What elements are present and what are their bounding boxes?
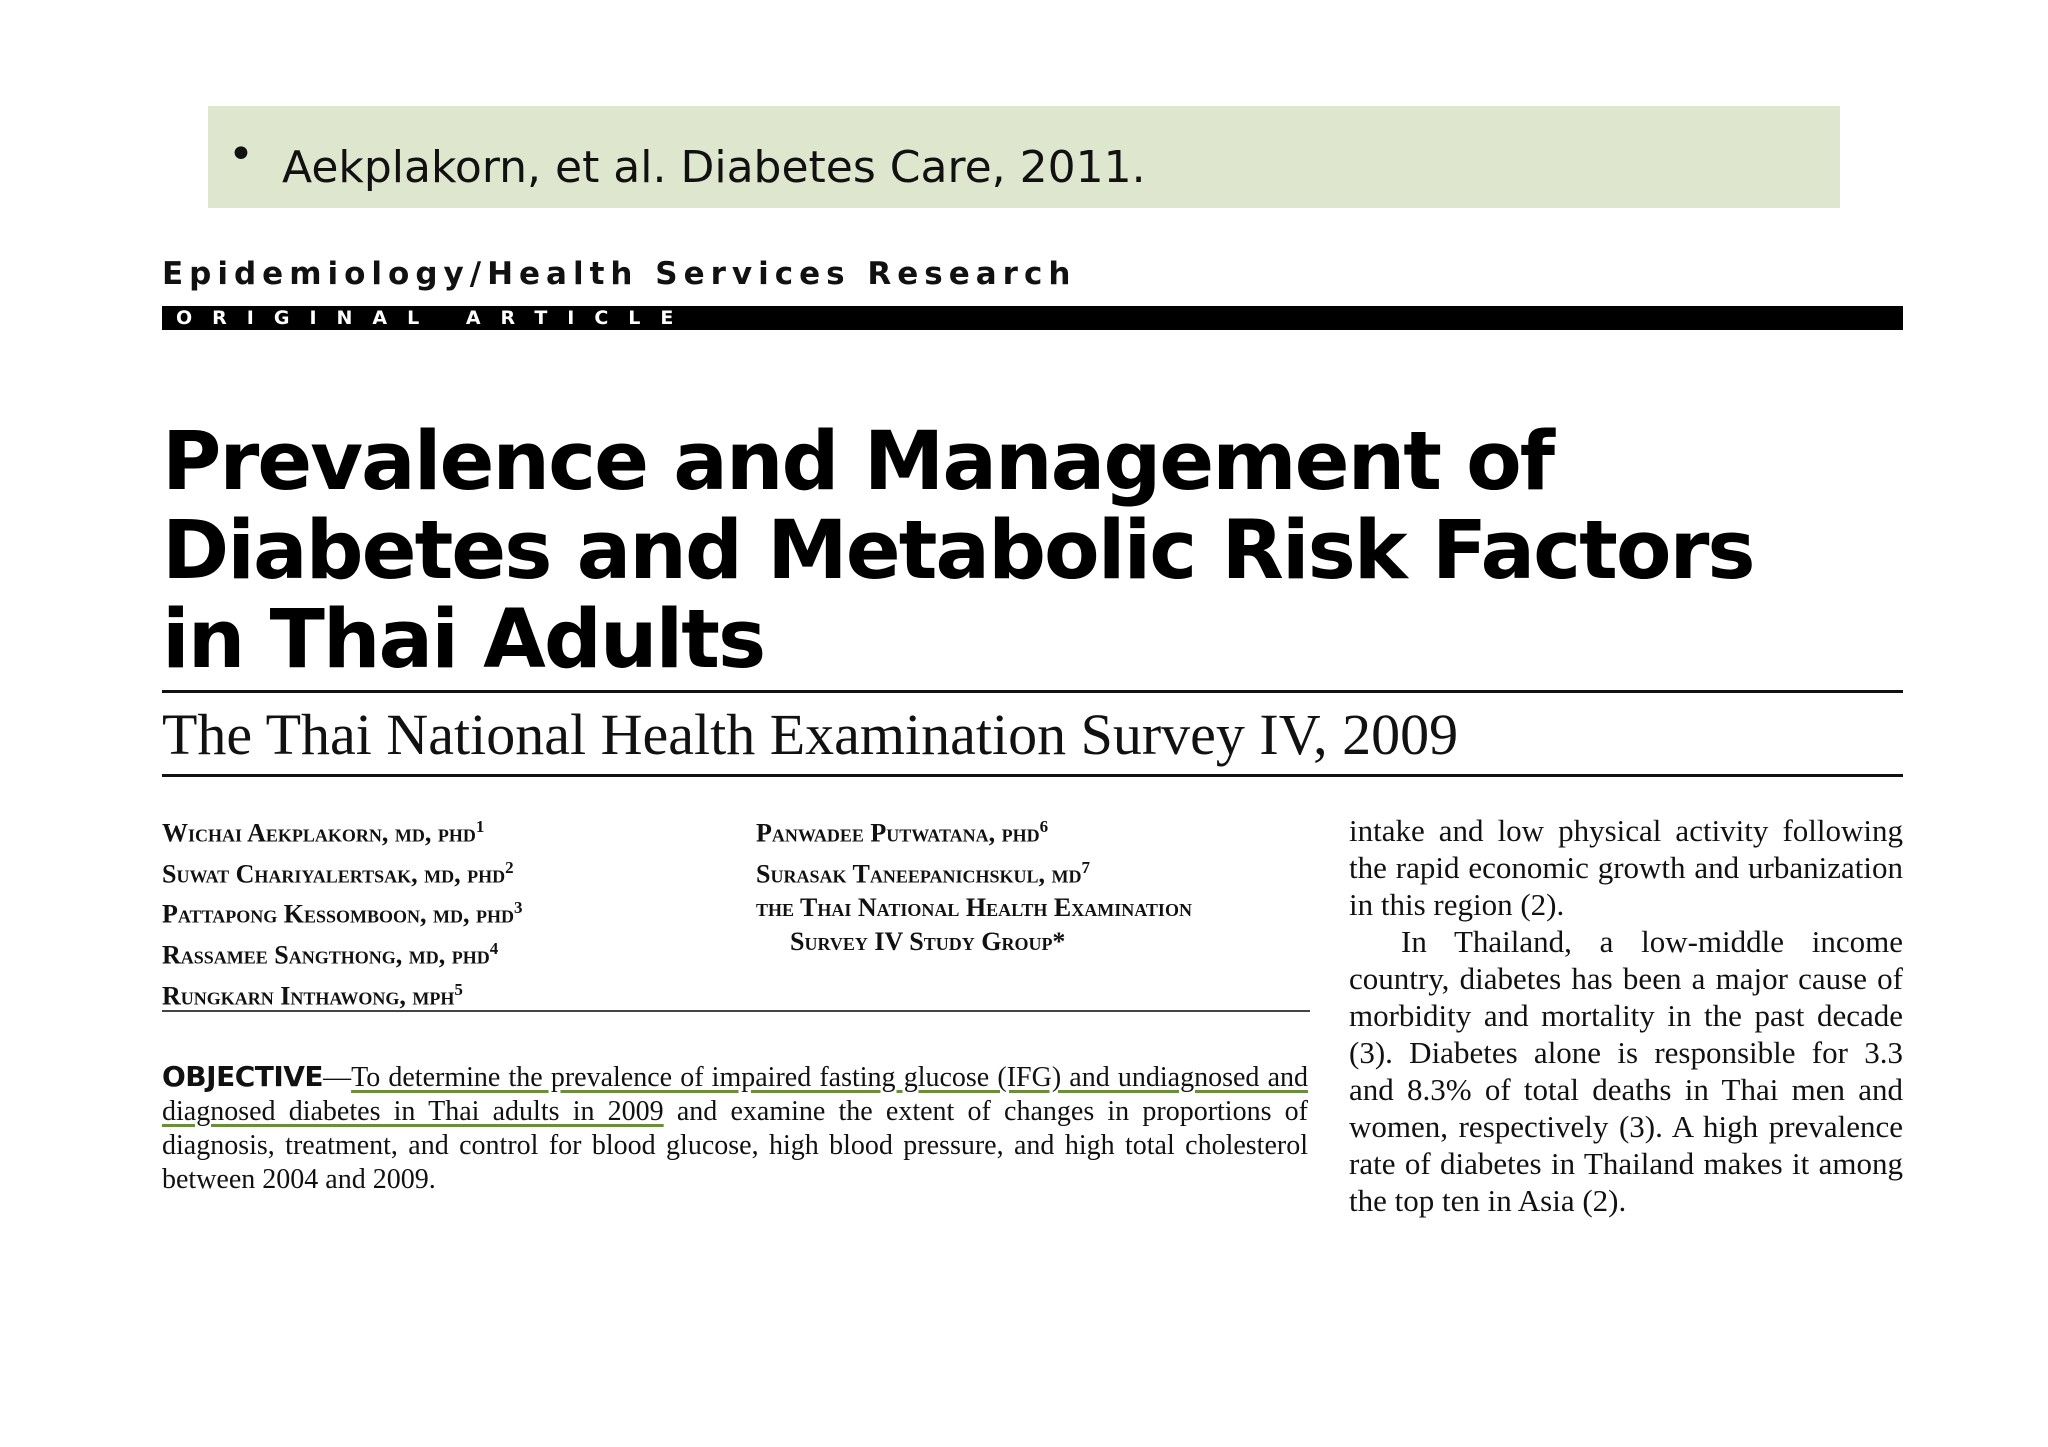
article-type-bar: ORIGINAL ARTICLE: [162, 306, 1903, 330]
author-entry: Survey IV Study Group*: [790, 927, 1066, 957]
authors-right-column: Panwadee Putwatana, phd6 Surasak Taneepa…: [756, 810, 1192, 959]
citation-banner: [208, 106, 1840, 208]
author-entry: Pattapong Kessomboon, md, phd3: [162, 898, 523, 929]
citation-text: Aekplakorn, et al. Diabetes Care, 2011.: [282, 142, 1146, 193]
title-rule-top: [162, 690, 1903, 693]
journal-section-heading: Epidemiology/Health Services Research: [162, 256, 1077, 292]
authors-left-column: Wichai Aekplakorn, md, phd1 Suwat Chariy…: [162, 810, 522, 1013]
objective-dash: —: [323, 1062, 352, 1093]
author-entry: Wichai Aekplakorn, md, phd1: [162, 817, 485, 848]
title-line: Diabetes and Metabolic Risk Factors: [162, 504, 1756, 598]
title-line: Prevalence and Management of: [162, 415, 1555, 509]
article-title: Prevalence and Management of Diabetes an…: [162, 415, 1756, 687]
author-entry: Panwadee Putwatana, phd6: [756, 817, 1049, 848]
objective-label: OBJECTIVE: [162, 1060, 324, 1093]
title-line: in Thai Adults: [162, 593, 766, 687]
article-type-label: ORIGINAL ARTICLE: [176, 307, 694, 329]
title-rule-bottom: [162, 774, 1903, 777]
author-entry: the Thai National Health Examination: [756, 893, 1192, 923]
author-entry: Surasak Taneepanichskul, md7: [756, 857, 1091, 889]
objective-paragraph: OBJECTIVE—To determine the prevalence of…: [162, 1060, 1308, 1197]
body-text-column: intake and low physical activity followi…: [1349, 812, 1903, 1222]
author-entry: Suwat Chariyalertsak, md, phd2: [162, 857, 514, 889]
objective-highlighted-text: To determine the prevalence of impaired …: [162, 1062, 1308, 1127]
body-paragraph: intake and low physical activity followi…: [1349, 813, 1903, 922]
article-subtitle: The Thai National Health Examination Sur…: [162, 702, 1459, 767]
objective-text: and examine the extent of changes in pro…: [162, 1096, 1308, 1195]
author-entry: Rassamee Sangthong, md, phd4: [162, 938, 499, 970]
authors-rule: [162, 1010, 1310, 1012]
author-entry: Rungkarn Inthawong, mph5: [162, 979, 463, 1011]
body-paragraph: In Thailand, a low-middle income country…: [1349, 924, 1903, 1218]
bullet-marker: •: [228, 129, 254, 180]
